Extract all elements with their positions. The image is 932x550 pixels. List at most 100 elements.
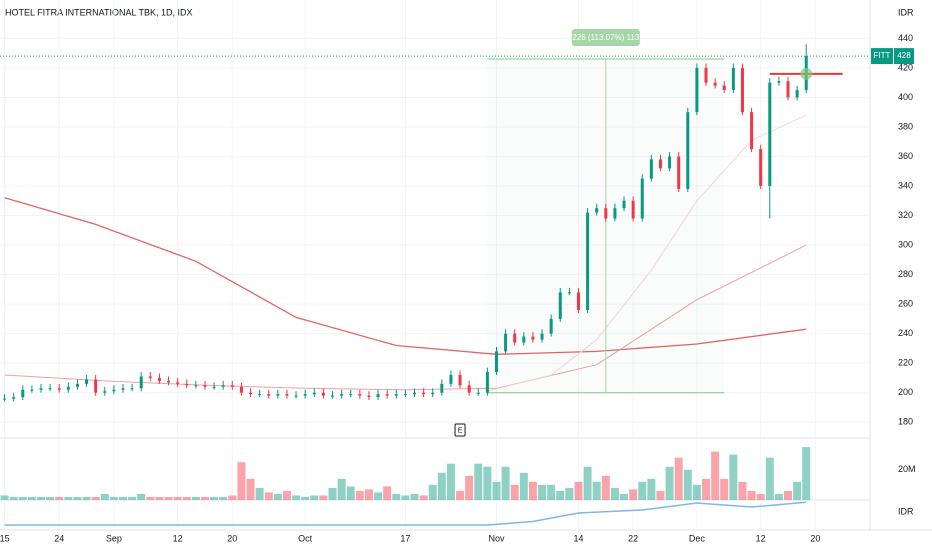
y-tick-label: 360 [898,151,913,161]
candle-body [194,385,198,387]
volume-bar [228,495,237,500]
volume-bar [364,489,373,500]
candle-body [777,81,781,83]
y-tick-label: 280 [898,269,913,279]
candle-body [440,383,444,393]
volume-bar [638,481,647,500]
candle-body [668,156,672,169]
volume-bar [91,496,100,500]
candle-body [658,159,662,169]
compare-line [4,501,807,526]
x-tick-label: 20 [810,533,820,543]
candle-body [704,67,708,83]
candle-body [167,380,171,383]
candle-body [458,374,462,386]
volume-tick-label: 20M [898,464,916,474]
candle-body [203,385,207,387]
volume-bar [793,481,802,500]
candle-body [249,392,253,395]
volume-bar [0,495,9,500]
volume-bar [692,484,701,500]
volume-bar [410,493,419,500]
volume-bar [620,493,629,500]
volume-bar [702,478,711,500]
candle-body [586,212,590,311]
volume-bar [155,496,164,500]
volume-bar [118,496,127,500]
candle-body [130,388,134,390]
volume-bar [610,487,619,500]
volume-bar [720,478,729,500]
candle-body [795,90,799,98]
volume-bar [173,496,182,500]
volume-bar [774,493,783,500]
candle-body [768,82,772,187]
y-tick-label: 400 [898,92,913,102]
volume-bar [738,481,747,500]
volume-bar [556,490,565,500]
volume-bar [310,495,319,500]
volume-bar [474,463,483,500]
volume-bar [346,486,355,500]
candle-body [321,392,325,396]
price-label: 428 [897,51,911,60]
x-tick-label: Nov [488,533,505,543]
candle-body [30,389,34,391]
y-tick-label: 320 [898,210,913,220]
candle-body [494,351,498,373]
volume-bar [319,495,328,500]
event-label: E [458,427,463,434]
volume-bar [565,487,574,500]
candle-body [631,200,635,219]
chart-title: HOTEL FITRA INTERNATIONAL TBK, 1D, IDX [5,7,193,17]
y-tick-label: 380 [898,121,913,131]
candle-body [558,292,562,319]
volume-bar [246,478,255,500]
volume-bar [519,472,528,500]
volume-bar [200,496,209,500]
volume-bar [428,484,437,500]
volume-bar [629,489,638,500]
candle-body [786,81,790,98]
volume-bar [510,484,519,500]
y-tick-label: 300 [898,239,913,249]
volume-bar [392,493,401,500]
candle-body [103,391,107,393]
candle-body [549,318,553,334]
x-tick-label: 22 [628,533,638,543]
x-tick-label: Sep [106,533,122,543]
volume-bar [191,496,200,500]
candle-body [285,394,289,396]
candle-body [522,336,526,343]
candle-body [358,394,362,396]
volume-bar [128,496,137,500]
y-tick-label: 240 [898,328,913,338]
volume-bar [401,495,410,500]
y-tick-label: 220 [898,358,913,368]
candle-body [185,383,189,386]
candle-body [604,208,608,219]
candle-body [722,85,726,91]
candle-body [713,82,717,86]
volume-bar [383,486,392,500]
price-tag [894,48,914,65]
volume-bar [255,487,264,500]
candle-body [157,377,161,381]
candle-body [3,398,7,400]
volume-bar [73,496,82,500]
volume-bar [146,496,155,500]
candle-body [75,383,79,387]
volume-bar [82,496,91,500]
volume-bar [355,490,364,500]
volume-bar [665,466,674,500]
moving-average [4,197,807,355]
candle-body [613,208,617,219]
x-tick-label: 12 [173,533,183,543]
volume-bar [583,466,592,500]
volume-bar [374,492,383,500]
volume-bar [237,462,246,500]
candle-body [303,394,307,396]
y-tick-label: 200 [898,387,913,397]
symbol-tag [871,48,893,65]
volume-bar [55,496,64,500]
